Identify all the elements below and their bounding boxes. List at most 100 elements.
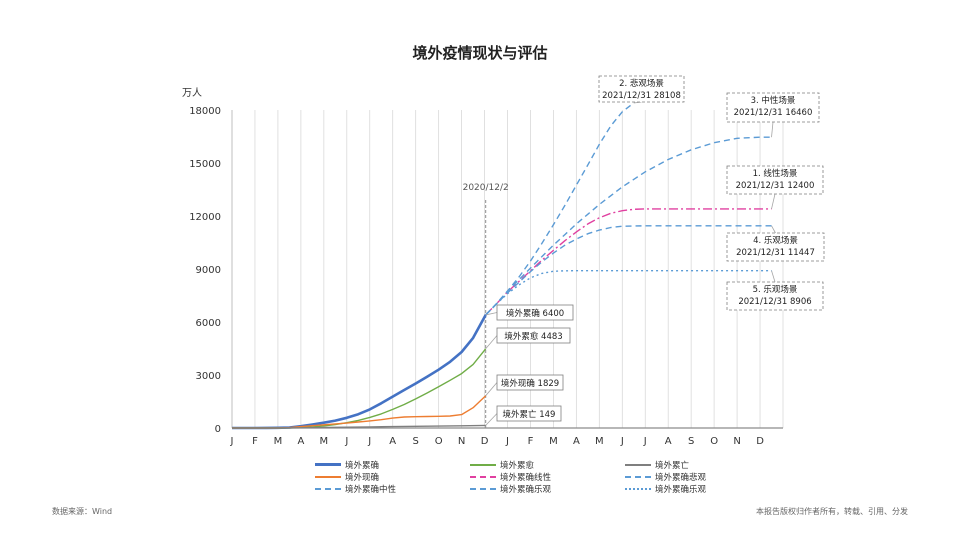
legend-swatch [625, 463, 651, 466]
chart-title: 境外疫情现状与评估 [412, 44, 547, 62]
legend-label: 境外累确乐观 [500, 484, 552, 495]
legend-item: 境外累确中性 [315, 483, 470, 495]
annotation-text: 境外累确 6400 [506, 308, 564, 319]
x-tick-label: M [274, 436, 283, 447]
y-tick-label: 9000 [196, 265, 221, 276]
annotation-text: 2021/12/31 11447 [736, 248, 815, 258]
y-tick-label: 12000 [189, 212, 221, 223]
y-unit-label: 万人 [182, 87, 202, 99]
annotation-box [726, 165, 824, 195]
annotation-box [726, 92, 820, 123]
series-line [232, 314, 487, 430]
annotation-text: 3. 中性场景 [751, 95, 796, 106]
series-lines [232, 102, 772, 430]
series-line [485, 136, 772, 316]
legend-label: 境外累亡 [655, 460, 690, 471]
annotation-leader [771, 270, 776, 283]
marker-label: 2020/12/2 [463, 183, 509, 193]
x-tick-label: M [549, 436, 558, 447]
annotation-leader [633, 101, 642, 104]
x-tick-label: J [620, 436, 624, 447]
legend-swatch [470, 487, 496, 490]
line-chart: 境外疫情现状与评估 万人 J F M A M J J A S O N D J F M A M J J A S O N D 0 30… [182, 44, 825, 447]
legend-label: 境外现确 [345, 472, 380, 483]
annotation-box [726, 232, 825, 262]
annotations: 境外累确 6400 境外累愈 4483 境外现确 1829 境外累亡 149 2. 悲观… [485, 75, 825, 426]
annotation-box [496, 327, 571, 344]
legend-item: 境外累确乐观 [470, 483, 625, 495]
x-tick-label: N [733, 436, 740, 447]
annotation-text: 境外现确 1829 [501, 378, 559, 389]
x-tick-label: N [458, 436, 465, 447]
x-tick-label: D [481, 436, 489, 447]
legend-swatch [470, 475, 496, 478]
x-tick-label: F [252, 436, 258, 447]
x-tick-label: A [297, 436, 304, 447]
x-tick-label: S [412, 436, 418, 447]
x-tick-label: D [756, 436, 764, 447]
annotation-text: 境外累愈 4483 [504, 331, 562, 342]
x-tick-label: S [688, 436, 694, 447]
x-tick-label: J [367, 436, 371, 447]
legend-label: 境外累愈 [500, 460, 535, 471]
legend-swatch [315, 463, 341, 466]
annotation-box [496, 304, 574, 321]
legend-swatch [315, 487, 341, 490]
annotation-box [726, 281, 824, 311]
annotation-text: 2021/12/31 8906 [738, 297, 811, 307]
legend-swatch [625, 487, 651, 490]
series-line [485, 102, 635, 316]
x-tick-label: J [505, 436, 509, 447]
y-tick-label: 15000 [189, 159, 221, 170]
legend-item: 境外累亡 [625, 459, 775, 471]
annotation-leader [485, 335, 498, 350]
x-tick-label: M [320, 436, 329, 447]
annotation-text: 1. 线性场景 [753, 168, 798, 179]
legend-label: 境外累确 [345, 460, 380, 471]
series-line [232, 424, 486, 429]
annotation-leader [771, 225, 776, 234]
annotation-text: 2. 悲观场景 [619, 78, 664, 89]
legend-label: 境外累确线性 [500, 472, 552, 483]
x-tick-label: O [435, 436, 443, 447]
annotation-text: 2021/12/31 28108 [602, 91, 681, 101]
annotation-text: 2021/12/31 16460 [734, 108, 813, 118]
annotation-text: 2021/12/31 12400 [736, 181, 815, 191]
legend-label: 境外累确悲观 [655, 472, 707, 483]
annotation-text: 境外累亡 149 [503, 409, 556, 420]
legend-item: 境外累愈 [470, 459, 625, 471]
legend-item: 境外累确 [315, 459, 470, 471]
annotation-box [496, 405, 562, 422]
legend-item: 境外累确乐观 [625, 483, 775, 495]
x-tick-label: M [595, 436, 604, 447]
x-tick-label: A [573, 436, 580, 447]
x-tick-label: F [528, 436, 534, 447]
legend-swatch [315, 475, 341, 478]
x-tick-label: J [344, 436, 348, 447]
annotation-text: 5. 乐观场景 [753, 284, 798, 295]
y-tick-label: 3000 [196, 371, 221, 382]
annotation-leader [771, 193, 776, 210]
annotation-box [496, 374, 564, 391]
annotation-leader [485, 312, 498, 316]
x-tick-label: J [230, 436, 234, 447]
annotation-box [598, 75, 685, 103]
legend-swatch [470, 463, 496, 466]
footer-disclaimer: 本报告版权归作者所有，转载、引用、分发 [756, 507, 908, 516]
series-line [485, 225, 772, 316]
series-line [232, 395, 487, 429]
series-line [485, 270, 772, 316]
legend-item: 境外现确 [315, 471, 470, 483]
annotation-leader [485, 413, 498, 426]
y-tick-label: 6000 [196, 318, 221, 329]
legend-label: 境外累确中性 [345, 484, 397, 495]
footer-source: 数据来源：Wind [52, 507, 113, 516]
x-tick-label: A [389, 436, 396, 447]
annotation-leader [771, 121, 774, 138]
legend-swatch [625, 475, 651, 478]
annotation-text: 4. 乐观场景 [753, 235, 798, 246]
x-tick-label: A [665, 436, 672, 447]
x-tick-label: O [710, 436, 718, 447]
legend-item: 境外累确线性 [470, 471, 625, 483]
